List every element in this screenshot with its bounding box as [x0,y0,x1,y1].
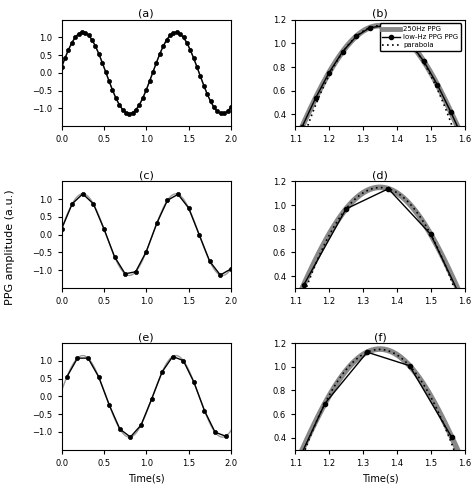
X-axis label: Time(s): Time(s) [362,473,398,483]
Title: (b): (b) [372,9,388,19]
X-axis label: Time(s): Time(s) [128,473,164,483]
Title: (d): (d) [372,171,388,181]
Title: (f): (f) [374,332,386,342]
Title: (e): (e) [138,332,154,342]
Title: (a): (a) [138,9,154,19]
Legend: 250Hz PPG, low-Hz PPG PPG, parabola: 250Hz PPG, low-Hz PPG PPG, parabola [380,23,461,51]
Title: (c): (c) [139,171,154,181]
Text: PPG amplitude (a.u.): PPG amplitude (a.u.) [5,189,15,305]
